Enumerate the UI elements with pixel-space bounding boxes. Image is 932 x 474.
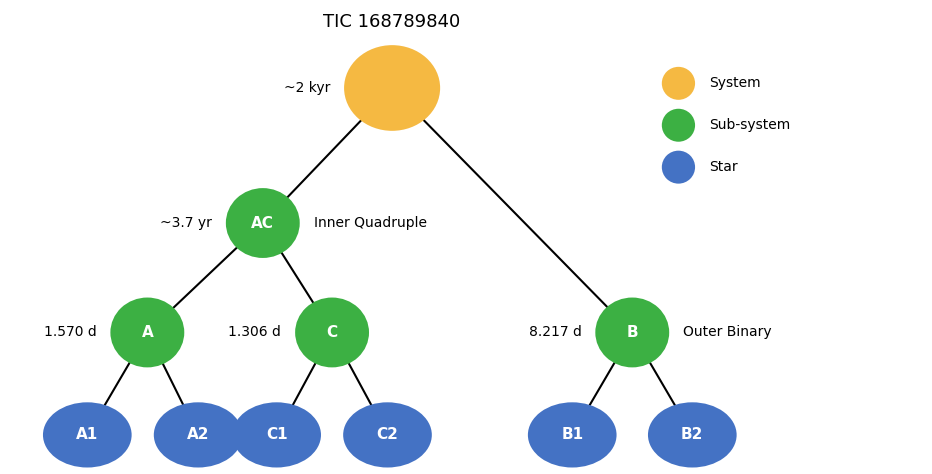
Ellipse shape	[343, 402, 432, 467]
Text: ~3.7 yr: ~3.7 yr	[160, 216, 212, 230]
Text: TIC 168789840: TIC 168789840	[323, 13, 460, 31]
Text: 1.306 d: 1.306 d	[228, 326, 281, 339]
Ellipse shape	[596, 298, 669, 367]
Ellipse shape	[110, 298, 185, 367]
Text: Sub-system: Sub-system	[709, 118, 790, 132]
Text: C1: C1	[266, 428, 287, 442]
Text: A2: A2	[187, 428, 210, 442]
Text: C: C	[326, 325, 337, 340]
Text: B1: B1	[561, 428, 583, 442]
Text: C2: C2	[377, 428, 398, 442]
Text: System: System	[709, 76, 761, 91]
Ellipse shape	[344, 45, 440, 131]
Text: Inner Quadruple: Inner Quadruple	[313, 216, 427, 230]
Text: AC: AC	[252, 216, 274, 230]
Ellipse shape	[43, 402, 131, 467]
Text: A: A	[142, 325, 153, 340]
Text: 1.570 d: 1.570 d	[44, 326, 97, 339]
Text: B2: B2	[681, 428, 704, 442]
Ellipse shape	[154, 402, 242, 467]
Ellipse shape	[662, 67, 695, 100]
Ellipse shape	[648, 402, 736, 467]
Ellipse shape	[226, 188, 300, 258]
Text: 8.217 d: 8.217 d	[528, 326, 582, 339]
Text: Outer Binary: Outer Binary	[683, 326, 772, 339]
Ellipse shape	[295, 298, 369, 367]
Text: ~2 kyr: ~2 kyr	[284, 81, 330, 95]
Text: B: B	[626, 325, 638, 340]
Ellipse shape	[232, 402, 321, 467]
Ellipse shape	[662, 109, 695, 142]
Ellipse shape	[662, 151, 695, 183]
Text: A1: A1	[76, 428, 99, 442]
Ellipse shape	[528, 402, 617, 467]
Text: Star: Star	[709, 160, 737, 174]
